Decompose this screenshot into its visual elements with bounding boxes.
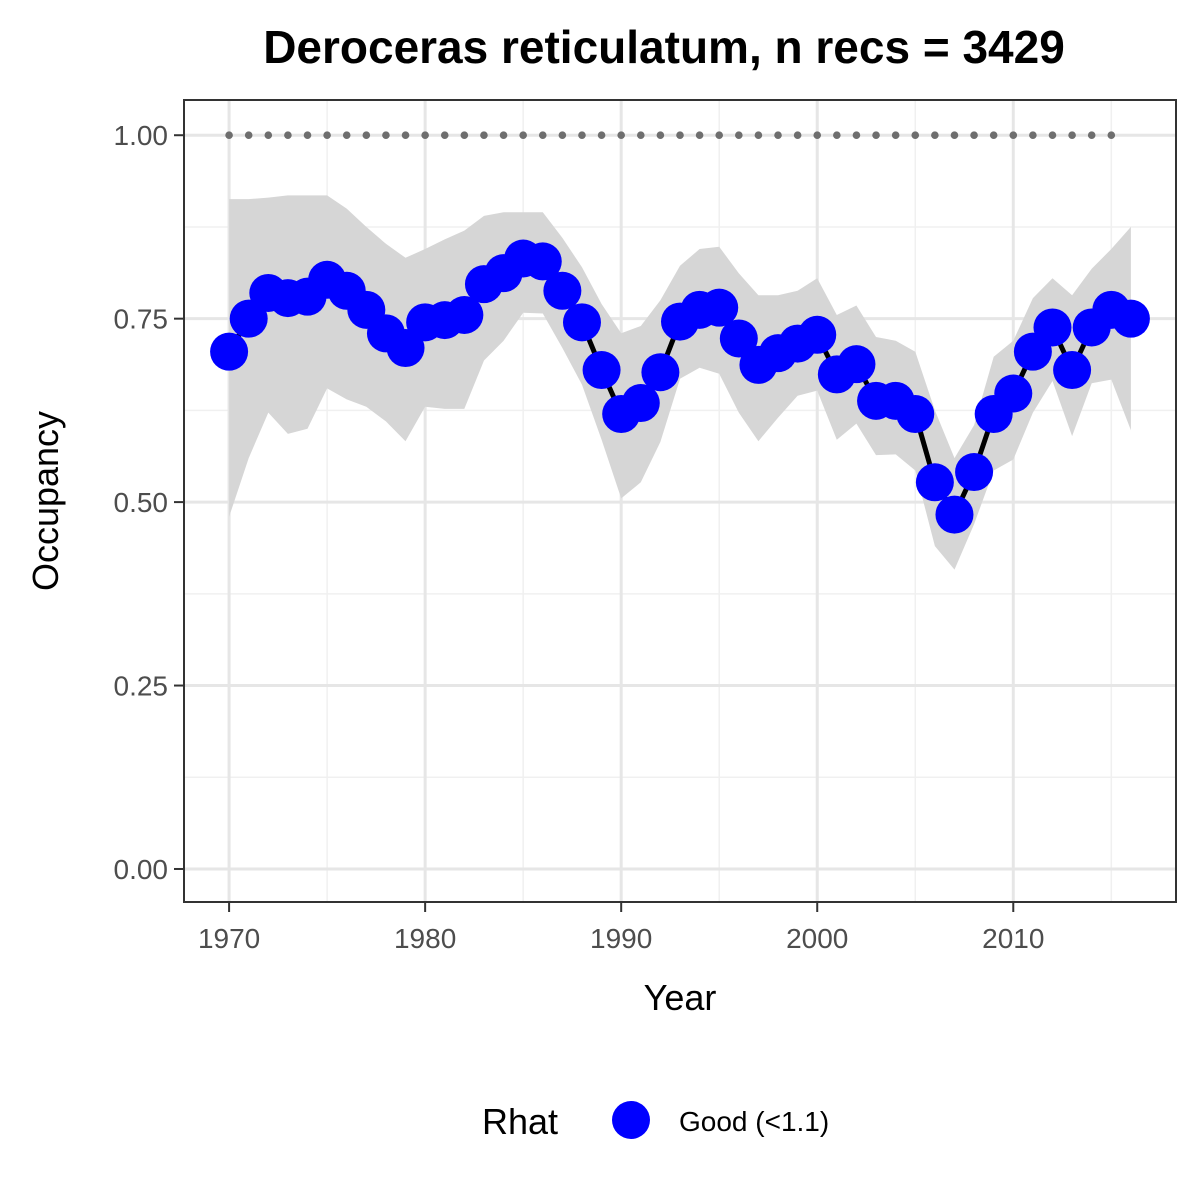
data-point-1970 <box>210 332 249 371</box>
legend-label-good: Good (<1.1) <box>679 1106 829 1137</box>
data-point-2008 <box>955 453 994 492</box>
reference-dot <box>1087 131 1096 140</box>
reference-dot <box>891 131 900 140</box>
credible-interval-ribbon <box>229 195 1131 570</box>
reference-dot <box>793 131 802 140</box>
chart-title: Deroceras reticulatum, n recs = 3429 <box>263 21 1065 73</box>
data-point-1982 <box>445 295 484 334</box>
y-axis-title: Occupancy <box>25 411 66 591</box>
y-tick-label: 1.00 <box>114 120 169 151</box>
reference-dot <box>676 131 684 140</box>
y-tick-label: 0.50 <box>114 487 169 518</box>
reference-dot <box>440 131 449 140</box>
reference-dot <box>303 131 312 140</box>
reference-dot <box>382 131 390 140</box>
reference-dot <box>578 131 586 140</box>
data-point-2000 <box>798 315 837 354</box>
reference-dot <box>480 131 488 140</box>
reference-dot <box>460 131 469 140</box>
reference-dot <box>1107 131 1116 140</box>
data-point-1979 <box>386 329 425 368</box>
data-point-1987 <box>543 271 582 310</box>
reference-dot <box>715 131 724 140</box>
reference-dot <box>342 131 351 140</box>
data-point-2010 <box>994 374 1033 413</box>
reference-dot <box>833 131 841 140</box>
data-point-1986 <box>523 242 562 281</box>
data-point-1995 <box>700 288 739 327</box>
reference-dot <box>597 131 606 140</box>
reference-dot <box>1009 131 1018 140</box>
reference-dot <box>1048 131 1057 140</box>
reference-line-dots <box>225 131 1116 140</box>
reference-dot <box>401 131 410 140</box>
reference-dot <box>323 131 331 140</box>
x-tick-label: 1990 <box>590 923 652 954</box>
reference-dot <box>225 131 233 140</box>
reference-dot <box>813 131 822 140</box>
data-point-2006 <box>915 463 954 502</box>
reference-dot <box>1029 131 1037 140</box>
reference-dot <box>362 131 371 140</box>
reference-dot <box>872 131 880 140</box>
reference-dot <box>754 131 763 140</box>
x-tick-label: 2010 <box>982 923 1044 954</box>
x-tick-label: 1970 <box>198 923 260 954</box>
x-tick-label: 2000 <box>786 923 848 954</box>
legend-key-good <box>612 1101 650 1139</box>
reference-dot <box>656 131 665 140</box>
plot-panel-border <box>183 99 1177 903</box>
y-axis: 0.00 0.25 0.50 0.75 1.00 <box>114 120 184 885</box>
reference-dot <box>617 131 625 140</box>
reference-dot <box>950 131 959 140</box>
legend-title: Rhat <box>482 1101 558 1142</box>
data-point-1988 <box>562 303 601 342</box>
x-axis: 1970 1980 1990 2000 2010 <box>198 902 1044 954</box>
reference-dot <box>989 131 998 140</box>
reference-dot <box>244 131 253 140</box>
reference-dot <box>735 131 743 140</box>
data-point-1971 <box>229 299 268 338</box>
data-point-2007 <box>935 495 974 534</box>
reference-dot <box>1068 131 1076 140</box>
reference-dot <box>284 131 292 140</box>
x-axis-title: Year <box>644 977 717 1018</box>
data-point-1992 <box>641 353 680 392</box>
reference-dot <box>931 131 939 140</box>
reference-dot <box>538 131 547 140</box>
data-point-2012 <box>1033 308 1072 347</box>
reference-dot <box>519 131 527 140</box>
data-point-2005 <box>896 395 935 434</box>
legend: Rhat Good (<1.1) <box>482 1101 829 1142</box>
y-tick-label: 0.00 <box>114 854 169 885</box>
data-point-1989 <box>582 351 621 390</box>
reference-dot <box>695 131 704 140</box>
y-tick-label: 0.75 <box>114 304 169 335</box>
occupancy-points <box>210 239 1150 534</box>
reference-dot <box>970 131 978 140</box>
data-point-2016 <box>1111 299 1150 338</box>
reference-dot <box>558 131 567 140</box>
reference-dot <box>264 131 273 140</box>
data-point-2013 <box>1053 351 1092 390</box>
reference-dot <box>636 131 645 140</box>
reference-dot <box>911 131 920 140</box>
reference-dot <box>774 131 782 140</box>
x-tick-label: 1980 <box>394 923 456 954</box>
reference-dot <box>852 131 861 140</box>
reference-dot <box>499 131 508 140</box>
data-point-1991 <box>621 384 660 423</box>
reference-dot <box>421 131 429 140</box>
data-point-1996 <box>719 319 758 358</box>
y-tick-label: 0.25 <box>114 671 169 702</box>
data-point-2002 <box>837 345 876 384</box>
